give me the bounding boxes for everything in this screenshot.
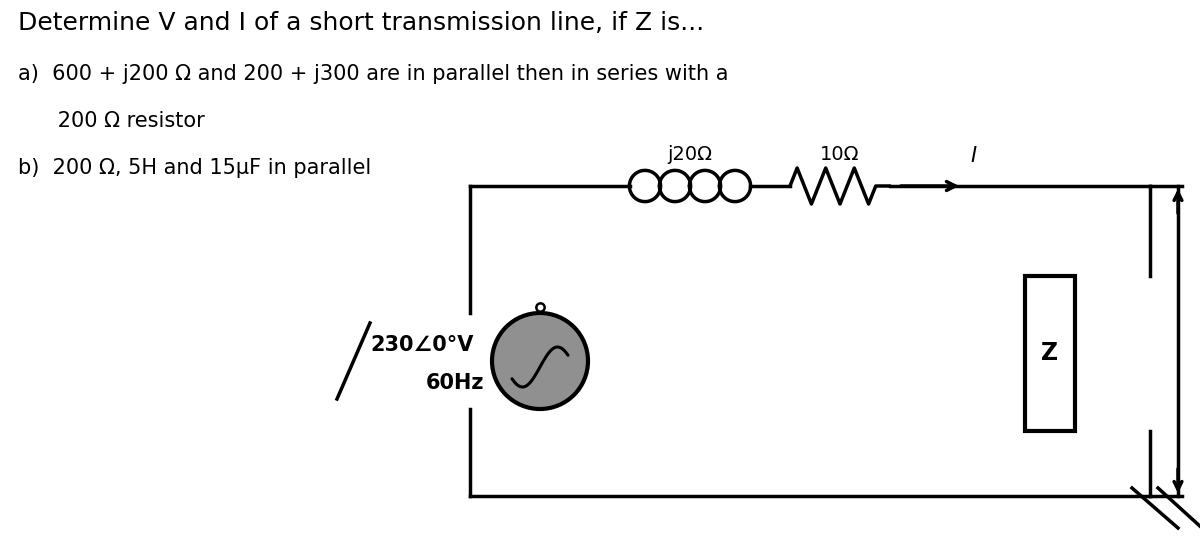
Text: Z: Z: [1042, 341, 1058, 365]
Bar: [1025, 276, 1075, 431]
Text: b)  200 Ω, 5H and 15μF in parallel: b) 200 Ω, 5H and 15μF in parallel: [18, 158, 371, 178]
Text: Determine V and I of a short transmission line, if Z is...: Determine V and I of a short transmissio…: [18, 11, 704, 35]
Text: a)  600 + j200 Ω and 200 + j300 are in parallel then in series with a: a) 600 + j200 Ω and 200 + j300 are in pa…: [18, 64, 728, 84]
Circle shape: [492, 313, 588, 409]
Text: 230∠0°V: 230∠0°V: [371, 335, 474, 355]
Text: I: I: [970, 146, 976, 166]
Text: j20Ω: j20Ω: [667, 145, 713, 164]
Text: V: V: [1198, 329, 1200, 353]
Text: 200 Ω resistor: 200 Ω resistor: [18, 111, 205, 131]
Text: 10Ω: 10Ω: [821, 145, 859, 164]
Text: 60Hz: 60Hz: [426, 373, 484, 393]
